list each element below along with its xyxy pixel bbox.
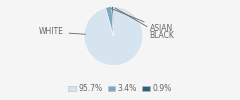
- Text: BLACK: BLACK: [115, 8, 174, 40]
- Text: WHITE: WHITE: [39, 28, 86, 36]
- Wedge shape: [112, 7, 114, 36]
- Wedge shape: [84, 7, 143, 66]
- Legend: 95.7%, 3.4%, 0.9%: 95.7%, 3.4%, 0.9%: [65, 81, 175, 96]
- Wedge shape: [106, 7, 114, 36]
- Text: ASIAN: ASIAN: [111, 9, 173, 33]
